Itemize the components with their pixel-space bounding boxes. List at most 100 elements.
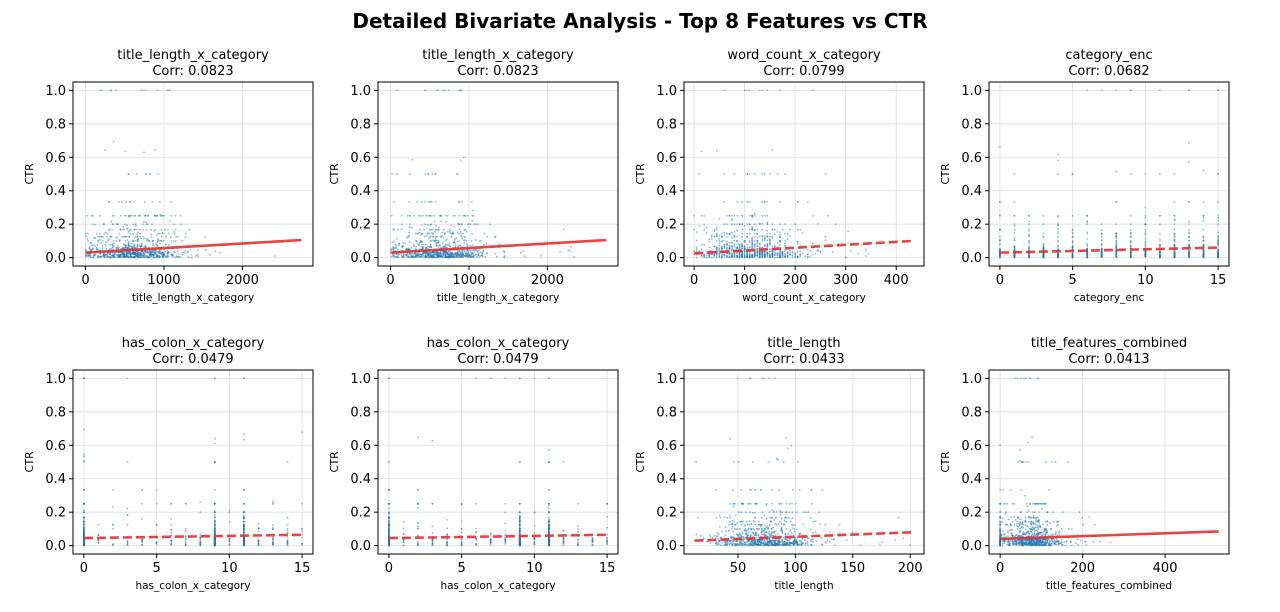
scatter-point — [164, 250, 167, 253]
scatter-point — [431, 253, 434, 256]
scatter-point — [424, 201, 426, 203]
x-tick-label: 2000 — [226, 273, 259, 288]
scatter-point — [715, 235, 718, 238]
scatter-point — [398, 242, 401, 245]
scatter-point — [187, 250, 190, 253]
scatter-point — [141, 517, 144, 520]
scatter-point — [1159, 89, 1161, 92]
scatter-point — [1115, 244, 1118, 247]
scatter-point — [789, 228, 791, 231]
scatter-point — [204, 248, 207, 251]
scatter-point — [743, 89, 746, 92]
scatter-point — [446, 243, 449, 246]
scatter-point — [789, 249, 791, 252]
scatter-point — [736, 229, 738, 232]
scatter-point — [121, 246, 124, 249]
scatter-point — [766, 239, 769, 242]
scatter-point — [396, 228, 399, 231]
scatter-point — [442, 89, 444, 92]
scatter-point — [1057, 244, 1059, 247]
scatter-point — [771, 228, 774, 231]
scatter-point — [1115, 247, 1118, 250]
scatter-point — [796, 241, 799, 243]
scatter-point — [112, 140, 115, 143]
scatter-point — [695, 246, 698, 249]
scatter-point — [97, 235, 99, 238]
scatter-point — [169, 236, 172, 239]
scatter-point — [257, 530, 260, 532]
scatter-point — [109, 253, 111, 256]
scatter-point — [715, 240, 718, 242]
scatter-point — [124, 240, 127, 242]
scatter-point — [799, 228, 802, 231]
scatter-point — [422, 245, 425, 248]
scatter-point — [112, 223, 115, 226]
scatter-point — [1057, 232, 1059, 235]
scatter-point — [136, 243, 139, 246]
scatter-point — [213, 377, 216, 380]
scatter-point — [464, 252, 467, 255]
scatter-point — [228, 543, 231, 546]
scatter-point — [1028, 230, 1030, 233]
scatter-point — [786, 256, 789, 259]
y-tick-label: 1.0 — [45, 84, 66, 99]
scatter-point — [779, 233, 781, 236]
scatter-point — [140, 89, 142, 92]
scatter-point — [83, 534, 85, 537]
scatter-point — [763, 201, 766, 203]
scatter-point — [1144, 214, 1147, 217]
scatter-point — [104, 149, 107, 152]
scatter-point — [424, 223, 426, 226]
scatter-point — [1217, 253, 1219, 256]
scatter-point — [390, 249, 393, 251]
scatter-point — [83, 509, 85, 512]
scatter-point — [774, 254, 776, 257]
scatter-point — [431, 228, 433, 231]
scatter-point — [766, 229, 769, 232]
scatter-point — [458, 250, 461, 252]
axes-frame — [72, 81, 314, 267]
scatter-point — [738, 253, 741, 256]
scatter-point — [1115, 223, 1118, 226]
scatter-point — [154, 214, 157, 217]
scatter-point — [781, 228, 784, 231]
scatter-point — [447, 231, 449, 233]
scatter-point — [471, 251, 474, 254]
scatter-point — [138, 228, 141, 231]
scatter-point — [471, 219, 474, 222]
scatter-point — [481, 252, 484, 255]
scatter-point — [396, 89, 399, 92]
scatter-point — [190, 254, 193, 256]
scatter-point — [999, 228, 1001, 231]
scatter-point — [404, 242, 407, 244]
scatter-point — [286, 536, 289, 538]
scatter-point — [741, 235, 743, 238]
scatter-point — [794, 253, 797, 255]
scatter-point — [459, 230, 462, 233]
scatter-point — [213, 519, 216, 522]
scatter-point — [570, 245, 573, 248]
scatter-point — [106, 232, 109, 235]
scatter-point — [1013, 225, 1016, 227]
scatter-point — [469, 256, 472, 259]
scatter-point — [94, 245, 96, 248]
scatter-point — [213, 514, 216, 517]
scatter-point — [85, 255, 88, 257]
scatter-point — [99, 214, 101, 217]
scatter-point — [779, 201, 781, 203]
scatter-point — [152, 254, 155, 257]
scatter-point — [83, 489, 85, 491]
scatter-point — [533, 377, 536, 380]
scatter-point — [774, 256, 776, 259]
y-tick-label: 0.6 — [961, 151, 982, 166]
scatter-point — [824, 173, 827, 175]
scatter-point — [1057, 159, 1059, 162]
scatter-point — [776, 241, 779, 244]
scatter-point — [126, 255, 129, 258]
scatter-point — [463, 250, 466, 253]
scatter-point — [741, 214, 743, 217]
scatter-point — [726, 255, 728, 258]
scatter-point — [1071, 173, 1074, 175]
scatter-point — [460, 159, 462, 162]
scatter-point — [431, 256, 434, 259]
